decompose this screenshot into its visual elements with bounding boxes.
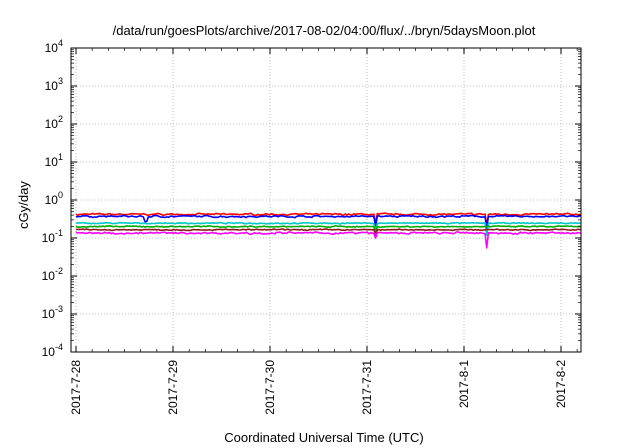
chart-title: /data/run/goesPlots/archive/2017-08-02/0…	[113, 23, 536, 38]
x-ticks: 2017-7-28 2017-7-29 2017-7-30 2017-7-31 2017…	[69, 48, 578, 415]
x-tick-label: 2017-8-2	[554, 360, 568, 408]
x-tick-label: 2017-7-28	[69, 360, 83, 415]
series-line	[75, 212, 582, 227]
y-tick-label: 101	[45, 152, 63, 169]
series-line	[75, 231, 582, 249]
y-tick-label: 104	[45, 38, 63, 55]
y-tick-label: 10-3	[42, 304, 63, 321]
x-tick-label: 2017-7-30	[263, 360, 277, 415]
series-line	[76, 228, 582, 236]
y-tick-label: 103	[45, 76, 63, 93]
series-line	[75, 221, 581, 236]
y-tick-label: 10-1	[42, 228, 63, 245]
x-tick-label: 2017-8-1	[457, 360, 471, 408]
series-line	[75, 214, 582, 230]
y-tick-label: 102	[45, 114, 63, 131]
y-ticks: 10-4 10-3 10-2 10-1 100 101 102 103 104	[42, 38, 581, 359]
x-tick-label: 2017-7-29	[166, 360, 180, 415]
x-tick-label: 2017-7-31	[360, 360, 374, 415]
series-group	[75, 212, 582, 249]
y-axis-label: cGy/day	[16, 181, 31, 229]
y-tick-label: 10-2	[42, 266, 63, 283]
y-tick-label: 10-4	[42, 342, 63, 359]
grid	[71, 48, 581, 352]
x-axis-label: Coordinated Universal Time (UTC)	[224, 430, 423, 445]
y-tick-label: 100	[45, 190, 63, 207]
series-line	[75, 224, 582, 234]
